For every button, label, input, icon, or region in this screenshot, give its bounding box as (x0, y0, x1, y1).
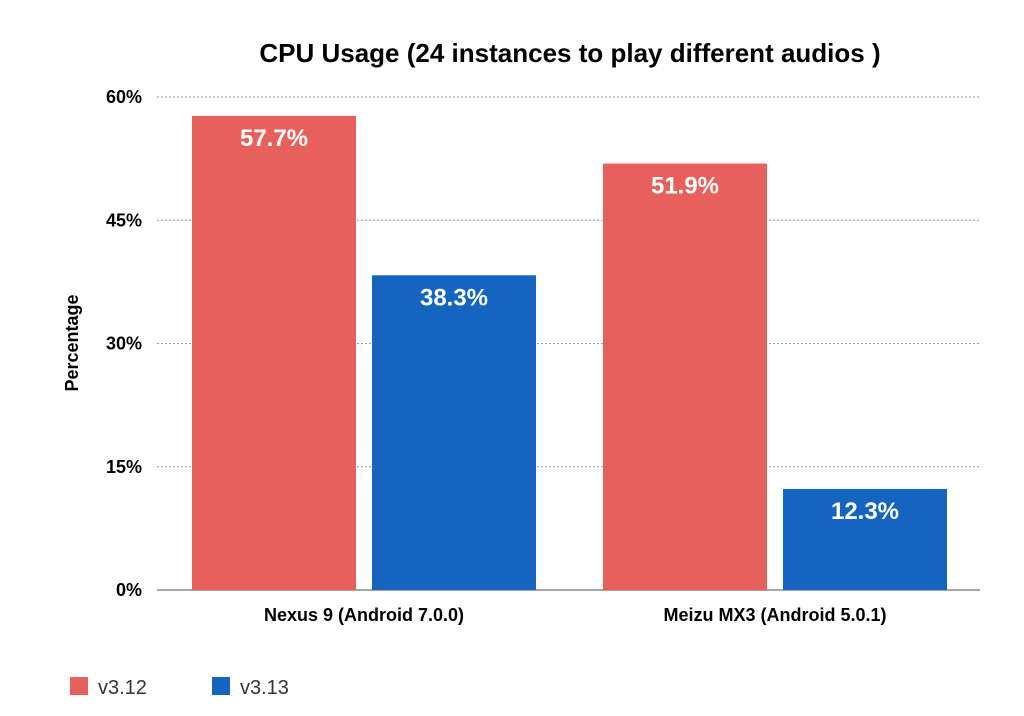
chart-title: CPU Usage (24 instances to play differen… (259, 38, 880, 68)
data-label: 12.3% (831, 498, 899, 525)
data-label: 38.3% (420, 284, 488, 311)
x-axis-ticks: Nexus 9 (Android 7.0.0) Meizu MX3 (Androi… (264, 605, 887, 625)
y-axis-ticks: 0% 15% 30% 45% 60% (106, 87, 142, 600)
bar-v3-13-0 (372, 275, 536, 590)
x-tick-label: Meizu MX3 (Android 5.0.1) (663, 605, 886, 625)
legend-swatch (212, 677, 230, 695)
data-label: 57.7% (240, 125, 308, 152)
bar-v3-13-1 (783, 488, 947, 590)
y-tick-label: 0% (116, 580, 142, 600)
bars (192, 115, 947, 591)
bar-v3-12-0 (192, 115, 356, 591)
legend: v3.12 v3.13 (70, 677, 289, 699)
data-label: 51.9% (651, 173, 719, 200)
y-tick-label: 45% (106, 210, 142, 230)
x-tick-label: Nexus 9 (Android 7.0.0) (264, 605, 464, 625)
y-tick-label: 60% (106, 87, 142, 107)
y-axis-label: Percentage (62, 294, 82, 391)
legend-label: v3.13 (240, 677, 289, 699)
legend-label: v3.12 (98, 677, 147, 699)
data-labels: 57.7% 38.3% 51.9% 12.3% (240, 125, 899, 525)
legend-swatch (70, 677, 88, 695)
y-tick-label: 30% (106, 334, 142, 354)
bar-v3-12-1 (603, 163, 767, 590)
y-tick-label: 15% (106, 457, 142, 477)
